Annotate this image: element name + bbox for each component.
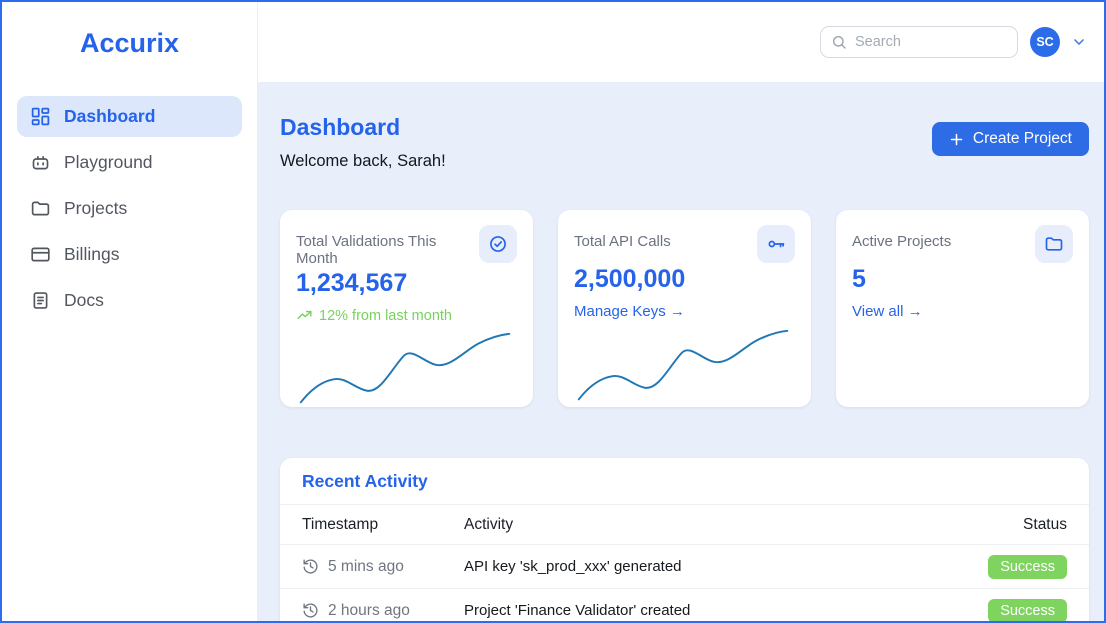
page-header-text: Dashboard Welcome back, Sarah!: [280, 114, 446, 171]
sidebar: Accurix Dashboard Playground Projects: [2, 2, 258, 621]
sidebar-item-playground[interactable]: Playground: [17, 142, 242, 183]
stat-value: 5: [852, 265, 866, 293]
search-icon: [831, 34, 847, 50]
chevron-down-icon[interactable]: [1072, 35, 1086, 49]
sidebar-item-label: Playground: [64, 152, 153, 172]
badge-check-icon: [479, 225, 517, 263]
avatar-initials: SC: [1036, 35, 1054, 49]
credit-card-icon: [30, 244, 51, 265]
recent-activity-title: Recent Activity: [280, 458, 1089, 505]
welcome-text: Welcome back, Sarah!: [280, 152, 446, 170]
avatar[interactable]: SC: [1030, 27, 1060, 57]
activity-cell: API key 'sk_prod_xxx' generated: [464, 558, 682, 575]
history-icon: [302, 602, 319, 619]
create-project-button[interactable]: Create Project: [931, 122, 1089, 156]
stat-value: 1,234,567: [296, 269, 408, 297]
stat-card-validations: Total Validations This Month 1,234,567 1…: [280, 210, 533, 407]
sidebar-nav: Dashboard Playground Projects Billings: [2, 96, 257, 321]
page-header: Dashboard Welcome back, Sarah! Create Pr…: [280, 114, 1089, 171]
stat-card-active-projects: Active Projects 5 View all →: [836, 210, 1089, 407]
dashboard-grid-icon: [30, 106, 51, 127]
search-box[interactable]: [820, 26, 1018, 58]
sparkline-chart: [299, 332, 511, 404]
folder-icon: [1035, 225, 1073, 263]
app-logo: Accurix: [79, 28, 180, 58]
column-header-status: Status: [1023, 515, 1067, 533]
search-input[interactable]: [855, 34, 1007, 50]
sidebar-item-docs[interactable]: Docs: [17, 280, 242, 321]
document-icon: [30, 290, 51, 311]
stats-row: Total Validations This Month 1,234,567 1…: [280, 210, 1089, 407]
key-icon: [757, 225, 795, 263]
sparkline-chart: [577, 329, 789, 401]
sidebar-item-label: Docs: [64, 290, 104, 310]
activity-cell: Project 'Finance Validator' created: [464, 602, 691, 619]
plus-icon: [949, 132, 964, 147]
status-cell: Success: [975, 554, 1067, 579]
main-column: SC Dashboard Welcome back, Sarah! Create…: [258, 2, 1104, 621]
recent-activity-card: Recent Activity Timestamp Activity Statu…: [280, 458, 1089, 621]
stat-value: 2,500,000: [574, 265, 686, 293]
table-row[interactable]: 2 hours ago Project 'Finance Validator' …: [280, 589, 1089, 621]
column-header-timestamp: Timestamp: [302, 515, 379, 533]
manage-keys-link[interactable]: Manage Keys →: [574, 303, 685, 320]
sidebar-item-label: Billings: [64, 244, 120, 264]
stat-delta: 12% from last month: [296, 307, 517, 324]
trending-up-icon: [296, 307, 313, 324]
stat-delta-label: 12% from last month: [319, 307, 452, 324]
topbar: SC: [258, 2, 1104, 82]
timestamp-label: 5 mins ago: [328, 557, 404, 575]
activity-table-header: Timestamp Activity Status: [280, 505, 1089, 545]
timestamp-cell: 2 hours ago: [302, 602, 464, 620]
timestamp-cell: 5 mins ago: [302, 558, 464, 576]
timestamp-label: 2 hours ago: [328, 601, 410, 619]
bot-icon: [30, 152, 51, 173]
sidebar-item-label: Dashboard: [64, 106, 156, 126]
sidebar-item-projects[interactable]: Projects: [17, 188, 242, 229]
column-header-activity: Activity: [464, 515, 514, 533]
folder-icon: [30, 198, 51, 219]
stat-title: Total Validations This Month: [296, 233, 437, 267]
table-row[interactable]: 5 mins ago API key 'sk_prod_xxx' generat…: [280, 545, 1089, 589]
history-icon: [302, 558, 319, 575]
status-cell: Success: [975, 598, 1067, 621]
sidebar-item-dashboard[interactable]: Dashboard: [17, 96, 242, 137]
main-content: Dashboard Welcome back, Sarah! Create Pr…: [258, 82, 1104, 621]
view-all-link[interactable]: View all →: [852, 303, 923, 320]
status-badge: Success: [988, 554, 1067, 579]
stat-title: Active Projects: [852, 233, 952, 250]
stat-card-api-calls: Total API Calls 2,500,000 Manage Keys →: [558, 210, 811, 407]
page-title: Dashboard: [280, 114, 401, 140]
status-badge: Success: [988, 598, 1067, 621]
sidebar-item-billings[interactable]: Billings: [17, 234, 242, 275]
create-project-label: Create Project: [972, 130, 1072, 147]
stat-title: Total API Calls: [574, 233, 671, 250]
sidebar-item-label: Projects: [64, 198, 128, 218]
